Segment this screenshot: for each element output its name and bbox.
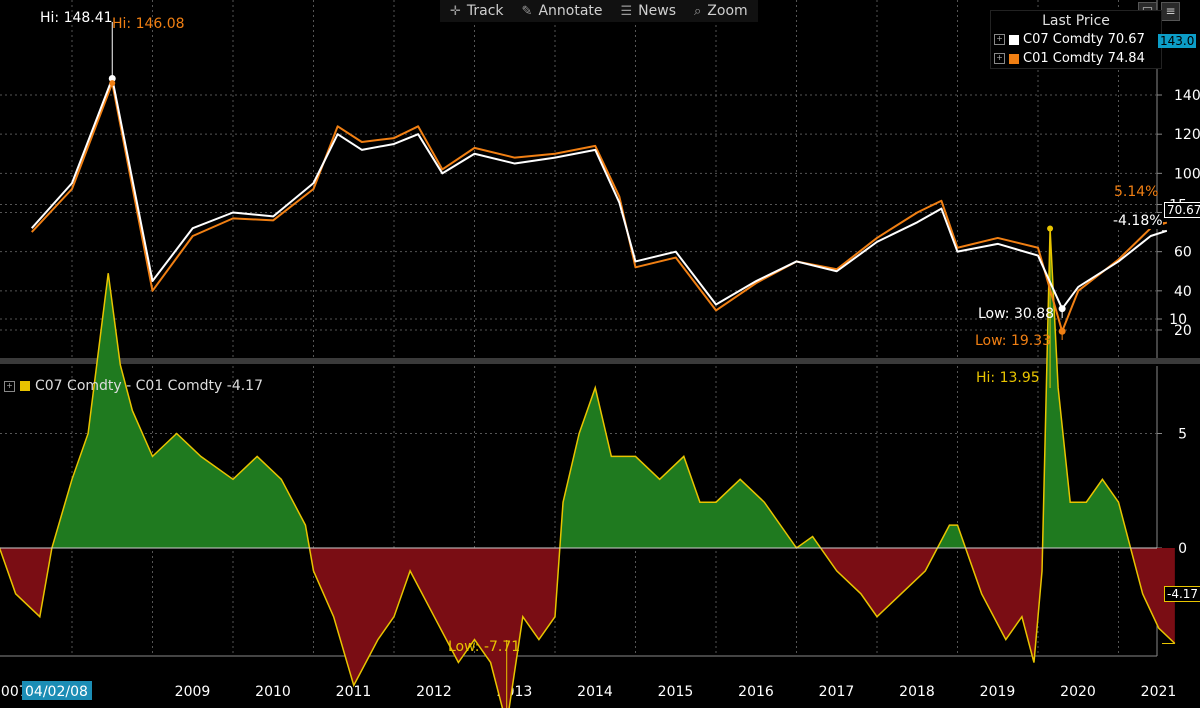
pct-white-label: -4.18% <box>1113 213 1163 229</box>
x-tick-label-2011: 2011 <box>336 684 372 700</box>
y-tick-label-top: 120 <box>1174 127 1200 143</box>
annotate-button[interactable]: ✎ Annotate <box>521 3 603 19</box>
legend-item-c01[interactable]: + C01 Comdty 74.84 <box>991 49 1161 68</box>
spread-hi-marker <box>1047 225 1054 232</box>
low-orange-label: Low: 19.33 <box>975 333 1052 349</box>
x-tick-label-start: 2007 <box>0 684 28 700</box>
crosshair-icon: ✛ <box>450 3 461 19</box>
y-tick-label-bottom: 10 <box>1169 312 1187 328</box>
legend-header: Last Price <box>1042 13 1110 29</box>
cursor-date-label: 04/02/08 <box>25 684 88 700</box>
spread-legend[interactable]: + C07 Comdty - C01 Comdty -4.17 <box>4 378 263 394</box>
track-button[interactable]: ✛ Track <box>450 3 504 19</box>
low-white-marker <box>1058 305 1066 313</box>
last-price-tag: 70.67 <box>1164 202 1200 218</box>
series-line-c01 <box>31 82 1168 333</box>
legend-label-c07: C07 Comdty 70.67 <box>1023 32 1145 47</box>
legend-item-c07[interactable]: + C07 Comdty 70.67 <box>991 30 1161 49</box>
x-tick-label-2012: 2012 <box>416 684 452 700</box>
panel-divider <box>0 358 1200 364</box>
y-tick-label-bottom: 0 <box>1178 541 1187 557</box>
y-tick-label-top: 40 <box>1174 284 1192 300</box>
spread-line <box>0 228 1176 708</box>
y-tick-label-top: 60 <box>1174 245 1192 261</box>
legend-label-spread: C07 Comdty - C01 Comdty -4.17 <box>35 378 263 394</box>
legend-label-c01: C01 Comdty 74.84 <box>1023 51 1145 66</box>
news-icon: ☰ <box>620 3 633 19</box>
x-tick-label-2018: 2018 <box>899 684 935 700</box>
legend-swatch-white <box>1009 34 1019 45</box>
y-tick-label-top: 20 <box>1174 323 1192 339</box>
y-tick-label-top: 140 <box>1174 88 1200 104</box>
zoom-button[interactable]: ⌕ Zoom <box>694 3 748 19</box>
magnifier-icon: ⌕ <box>694 3 702 19</box>
expand-icon[interactable]: + <box>994 34 1005 45</box>
spread-area-negative <box>0 548 1175 708</box>
price-legend: Last Price + C07 Comdty 70.67 + C01 Comd… <box>990 10 1162 69</box>
price-tag-top: 143.0 <box>1158 34 1197 48</box>
y-tick-label-bottom: 5 <box>1178 427 1187 443</box>
x-tick-label-2021: 2021 <box>1141 684 1177 700</box>
x-axis-band <box>0 656 1200 708</box>
x-tick-label-2009: 2009 <box>175 684 211 700</box>
x-tick-label-2015: 2015 <box>658 684 694 700</box>
spread-hi-label: Hi: 13.95 <box>976 370 1040 386</box>
pct-orange-label: 5.14% <box>1114 184 1159 200</box>
cursor-date-box <box>22 681 92 700</box>
expand-icon[interactable]: + <box>994 53 1005 64</box>
legend-swatch-yellow <box>20 381 30 391</box>
chart-toolbar: ✛ Track ✎ Annotate ☰ News ⌕ Zoom <box>440 0 758 22</box>
hi-orange-marker <box>109 80 116 87</box>
pencil-icon: ✎ <box>521 3 533 19</box>
x-tick-label-2014: 2014 <box>577 684 613 700</box>
spread-last-tag: -4.17 <box>1164 586 1200 602</box>
x-tick-label-2010: 2010 <box>255 684 291 700</box>
x-tick-label-2019: 2019 <box>980 684 1016 700</box>
news-button[interactable]: ☰ News <box>620 3 677 19</box>
x-tick-label-2016: 2016 <box>738 684 774 700</box>
low-white-label: Low: 30.88 <box>978 306 1055 322</box>
spread-area-positive <box>0 228 1175 548</box>
expand-icon[interactable]: + <box>4 380 15 392</box>
y-tick-label-top: 100 <box>1174 166 1200 182</box>
low-orange-marker <box>1058 327 1066 335</box>
series-line-c07 <box>31 77 1168 310</box>
hi-orange-label: Hi: 146.08 <box>112 16 185 32</box>
spread-low-label: Low: -7.71 <box>448 639 521 655</box>
hi-white-label: Hi: 148.41 <box>40 10 113 26</box>
x-tick-label-2017: 2017 <box>819 684 855 700</box>
legend-swatch-orange <box>1009 53 1019 64</box>
x-tick-label-2020: 2020 <box>1060 684 1096 700</box>
settings-icon[interactable]: ≡ <box>1161 2 1180 21</box>
hi-white-marker <box>108 75 116 83</box>
